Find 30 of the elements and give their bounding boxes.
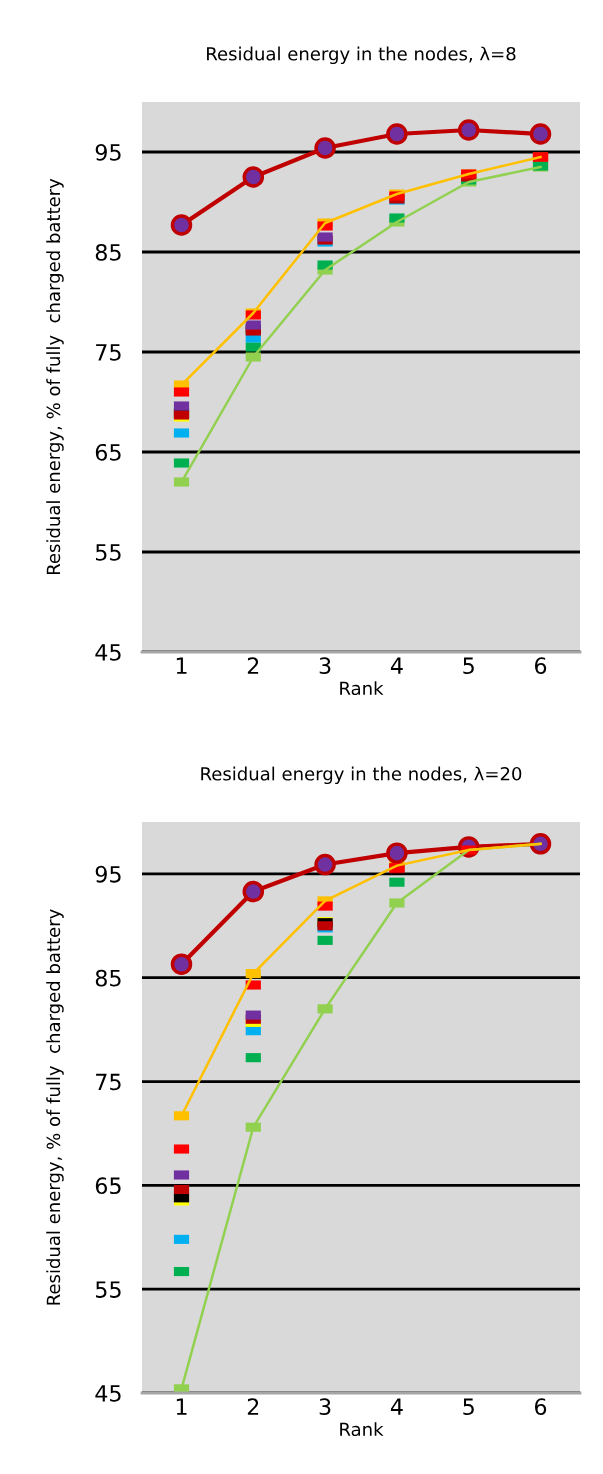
x-tick-label: 5 <box>463 657 474 675</box>
y-tick-label: 75 <box>96 1073 121 1091</box>
x-tick-label: 2 <box>247 657 259 674</box>
y-tick-label: 95 <box>95 865 121 883</box>
y-tick-label: 85 <box>95 243 121 261</box>
y-tick-label: 75 <box>96 344 121 361</box>
x-axis-title: Rank <box>340 681 384 696</box>
x-tick-label: 4 <box>390 1398 403 1415</box>
x-tick-label: 1 <box>176 1398 187 1415</box>
y-tick-label: 45 <box>95 644 121 661</box>
x-tick-label: 4 <box>390 657 403 674</box>
x-tick-label: 6 <box>534 1398 547 1416</box>
y-tick-label: 45 <box>95 1385 121 1402</box>
x-axis-title: Rank <box>340 1422 384 1437</box>
y-axis-title: Residual energy, % of fully charged battery <box>46 178 64 575</box>
y-tick-label: 85 <box>95 969 121 987</box>
chart-title: Residual energy in the nodes, λ=20 <box>201 766 522 785</box>
y-tick-label: 55 <box>95 544 121 561</box>
x-tick-label: 1 <box>176 657 187 674</box>
y-tick-label: 95 <box>95 143 121 161</box>
x-tick-label: 2 <box>247 1398 259 1415</box>
y-axis-title: Residual energy, % of fully charged battery <box>46 909 64 1305</box>
y-tick-label: 65 <box>95 443 121 461</box>
chart-title: Residual energy in the nodes, λ=8 <box>207 46 516 65</box>
x-tick-label: 5 <box>463 1398 474 1416</box>
x-tick-label: 6 <box>534 657 547 675</box>
y-tick-label: 55 <box>95 1281 121 1298</box>
x-tick-label: 3 <box>319 1398 331 1416</box>
y-tick-label: 65 <box>95 1177 121 1195</box>
x-tick-label: 3 <box>319 657 331 675</box>
